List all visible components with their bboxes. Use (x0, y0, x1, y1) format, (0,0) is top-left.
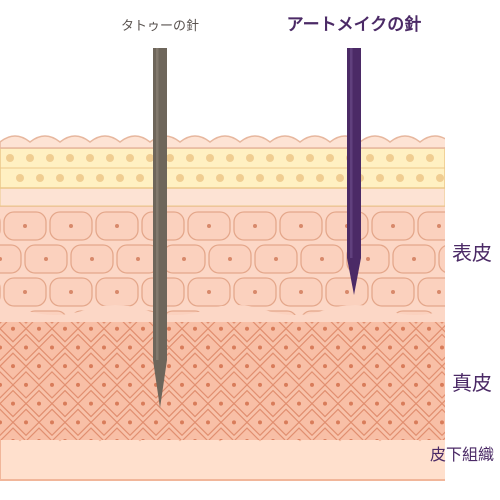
subcutis-label: 皮下組織 (430, 446, 494, 464)
dermis-label: 真皮 (452, 372, 492, 395)
diagram-stage: タトゥーの針 アートメイクの針表皮真皮皮下組織 (0, 0, 500, 500)
artmake_needle-label: アートメイクの針 (287, 14, 422, 34)
tattoo_needle-label: タトゥーの針 (121, 18, 199, 33)
skin-diagram: タトゥーの針 アートメイクの針表皮真皮皮下組織 (0, 0, 500, 500)
epidermis-label: 表皮 (452, 242, 492, 265)
